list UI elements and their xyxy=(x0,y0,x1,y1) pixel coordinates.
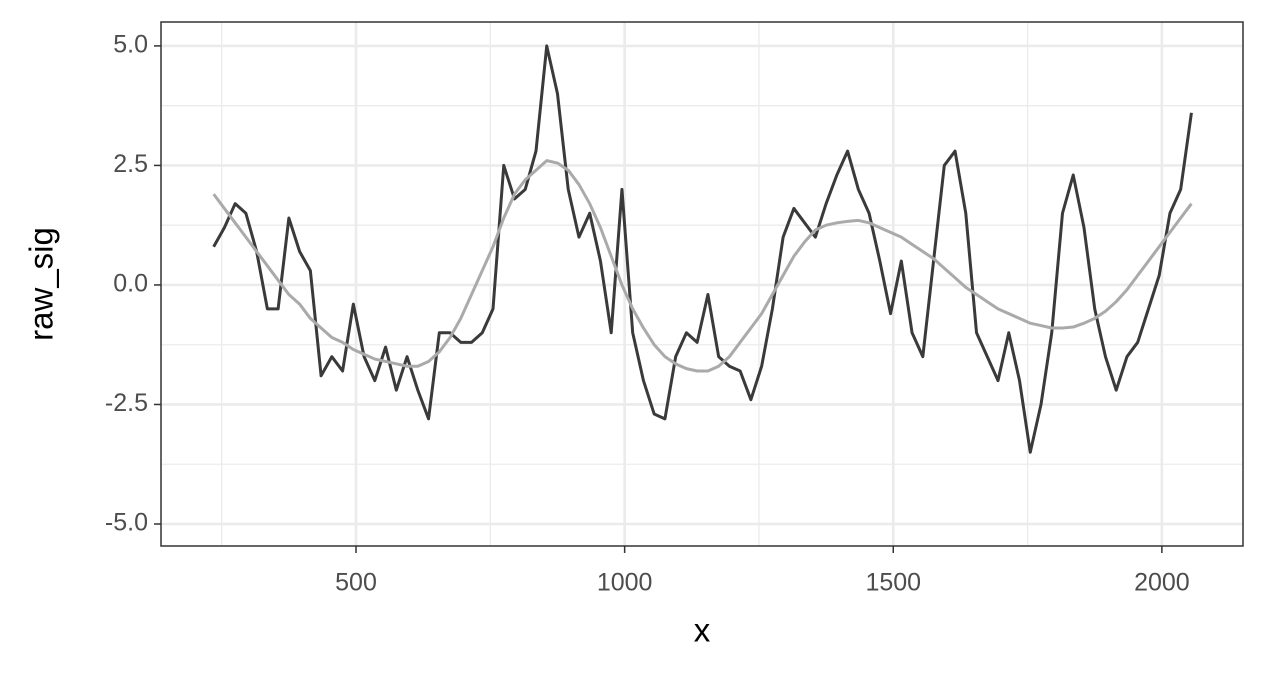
y-tick-label: 2.5 xyxy=(113,150,148,178)
x-axis-title: x xyxy=(694,612,711,649)
y-tick-label: 0.0 xyxy=(113,270,148,298)
x-tick-label: 2000 xyxy=(1134,569,1190,597)
y-tick-label: 5.0 xyxy=(113,31,148,59)
y-tick-label: -2.5 xyxy=(105,389,148,417)
x-tick-label: 500 xyxy=(335,569,377,597)
panel-border xyxy=(160,21,1244,547)
x-tick-label: 1500 xyxy=(865,569,921,597)
lines xyxy=(212,44,1193,454)
line-series xyxy=(212,44,1193,454)
grid xyxy=(161,22,1243,546)
y-tick-label: -5.0 xyxy=(105,509,148,537)
x-tick-label: 1000 xyxy=(597,569,653,597)
y-axis-title: raw_sig xyxy=(23,227,60,341)
line-series xyxy=(212,159,1193,373)
